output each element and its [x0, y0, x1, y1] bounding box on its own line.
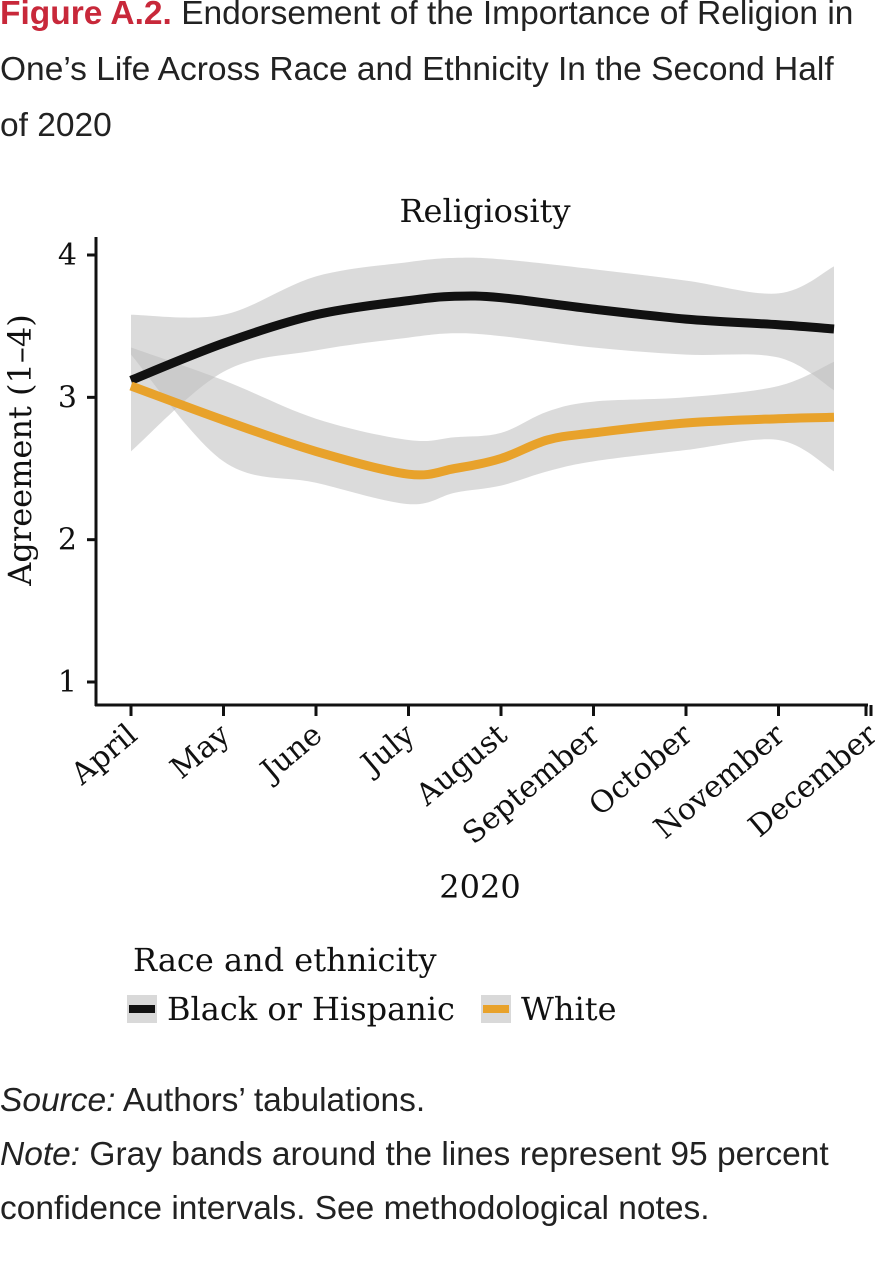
source-label: Source: [0, 1082, 116, 1119]
y-tick-label: 4 [58, 238, 77, 273]
series-line-1 [129, 381, 835, 480]
legend-title: Race and ethnicity [133, 941, 437, 979]
ci-band-1 [131, 347, 834, 505]
source-text: Authors’ tabulations. [115, 1082, 426, 1119]
note-text: Gray bands around the lines represent 95… [0, 1136, 829, 1227]
figure-title-text: Endorsement of the Importance of Religio… [0, 0, 854, 144]
legend-label: Black or Hispanic [167, 990, 455, 1028]
figure-footer: Source: Authors’ tabulations. Note: Gray… [0, 1074, 870, 1236]
x-tick-label: May [164, 717, 237, 786]
x-axis-label: 2020 [439, 868, 520, 906]
y-tick-label: 3 [58, 380, 77, 415]
chart-title: Religiosity [399, 192, 570, 230]
plot-area [129, 257, 835, 505]
note-label: Note: [0, 1136, 81, 1173]
x-tick-label: July [352, 717, 421, 783]
y-tick-label: 1 [58, 665, 77, 700]
legend: Black or Hispanic White [127, 990, 617, 1028]
figure-title: Figure A.2. Endorsement of the Importanc… [0, 0, 860, 154]
note-line: Note: Gray bands around the lines repres… [0, 1128, 870, 1236]
ci-band-0 [131, 257, 834, 452]
figure-label: Figure A.2. [0, 0, 172, 32]
x-tick-label: June [252, 717, 329, 790]
y-tick-label: 2 [58, 523, 77, 558]
x-tick-label: April [64, 717, 144, 792]
y-axis-label: Agreement (1–4) [1, 314, 39, 586]
series-line-0 [129, 291, 835, 385]
legend-label: White [521, 990, 617, 1028]
source-line: Source: Authors’ tabulations. [0, 1074, 870, 1128]
